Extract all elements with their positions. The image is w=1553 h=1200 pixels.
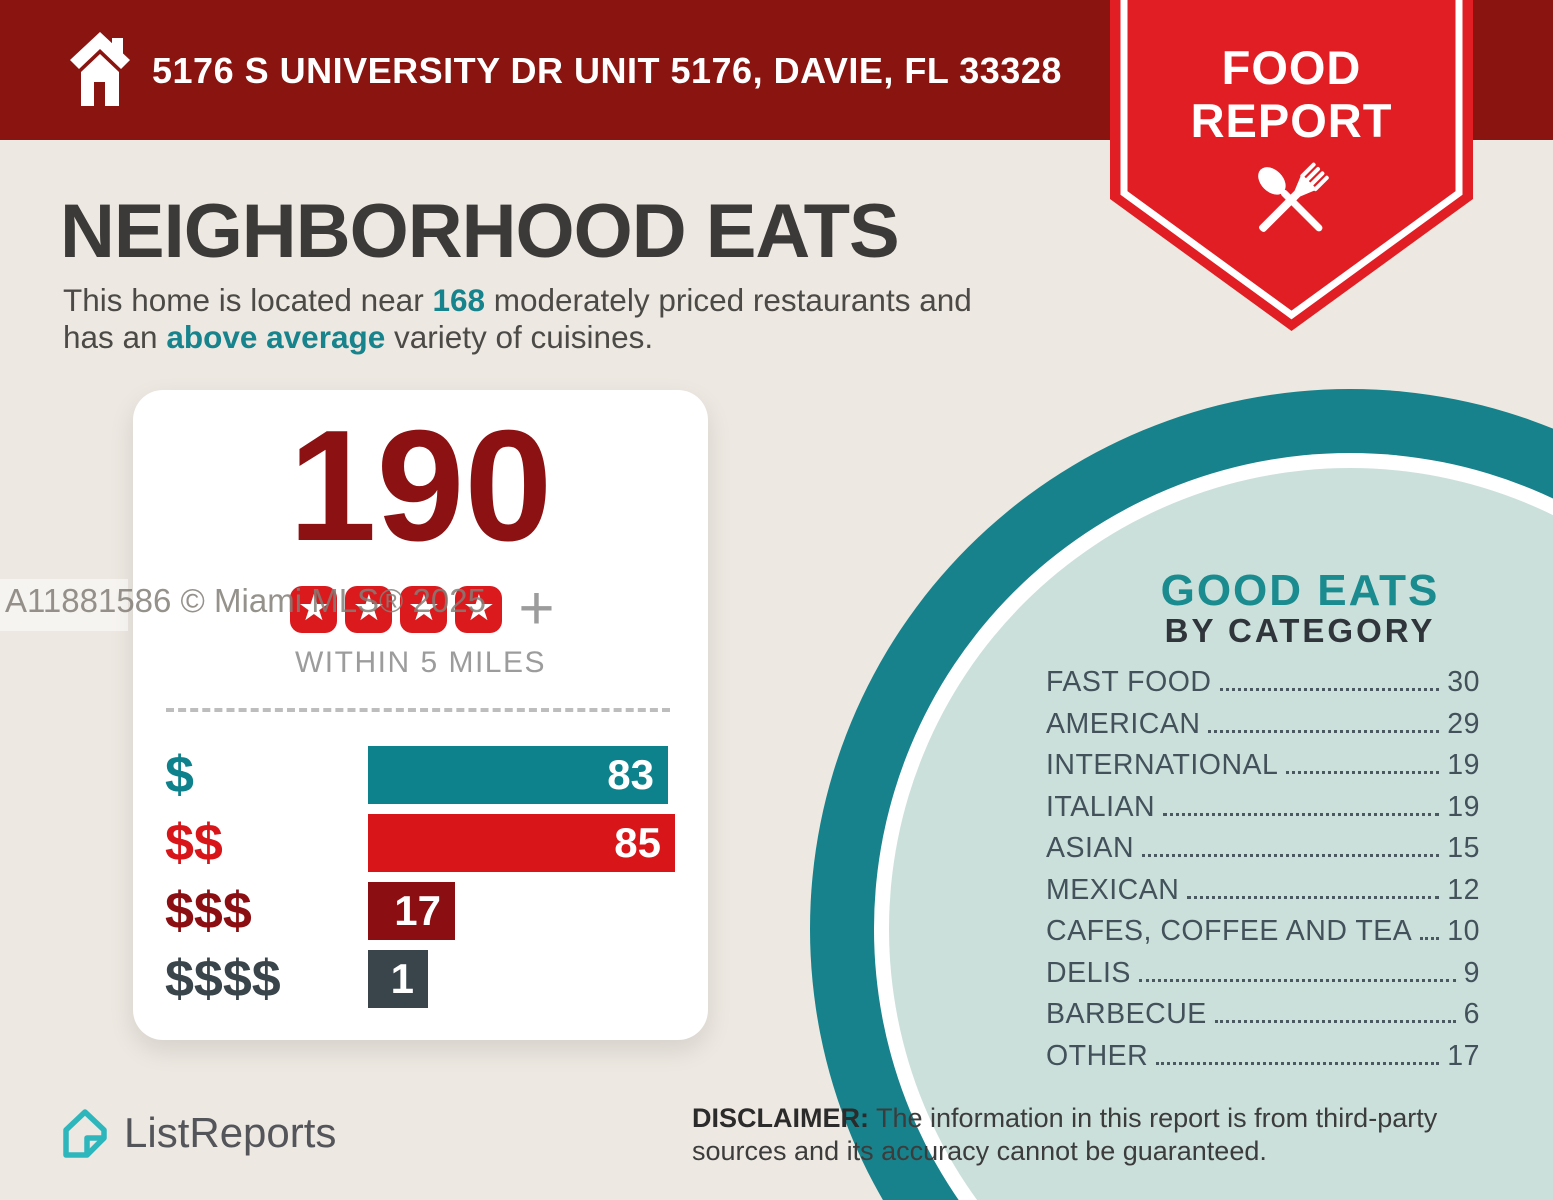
good-eats-subtitle: BY CATEGORY bbox=[1164, 612, 1436, 649]
bar: 85 bbox=[368, 814, 675, 872]
watermark-backdrop bbox=[0, 579, 128, 631]
bar: 1 bbox=[368, 950, 428, 1008]
dotted-leader bbox=[1142, 854, 1440, 857]
dotted-leader bbox=[1156, 1061, 1440, 1065]
dotted-leader bbox=[1138, 978, 1456, 982]
bar-row-four-dollar: $$$$ 1 bbox=[133, 950, 708, 1008]
star-icon: ★ bbox=[290, 585, 338, 633]
dotted-leader bbox=[1420, 937, 1440, 940]
home-icon bbox=[70, 32, 130, 106]
price-label: $$$$ bbox=[165, 950, 281, 1008]
ribbon-shape bbox=[1110, 0, 1473, 331]
list-item: FAST FOOD 30 bbox=[1046, 666, 1480, 698]
bar: 17 bbox=[368, 882, 455, 940]
ribbon-title-line2: REPORT bbox=[1190, 94, 1393, 147]
property-address: 5176 S UNIVERSITY DR UNIT 5176, DAVIE, F… bbox=[152, 50, 1062, 91]
disclaimer-label: DISCLAIMER: bbox=[692, 1103, 869, 1133]
bar-row-two-dollar: $$ 85 bbox=[133, 814, 708, 872]
good-eats-title: GOOD EATS bbox=[1160, 566, 1440, 615]
star-icon: ★ bbox=[400, 585, 448, 633]
restaurant-count: 168 bbox=[432, 282, 485, 318]
mls-watermark: A11881586 © Miami MLS® 2025 bbox=[5, 582, 486, 619]
list-item: CAFES, COFFEE AND TEA 10 bbox=[1046, 915, 1480, 947]
dotted-leader bbox=[1286, 771, 1440, 774]
dotted-leader bbox=[1187, 895, 1440, 899]
intro-highlight: above average bbox=[166, 319, 386, 355]
bar: 83 bbox=[368, 746, 668, 804]
summary-card: 190 ★ ★ ★ ★ + WITHIN 5 MILES $ 83 $$ 85 … bbox=[133, 390, 708, 1040]
plus-icon: + bbox=[518, 574, 555, 643]
spoon-fork-icon bbox=[1258, 162, 1329, 233]
star-icon: ★ bbox=[455, 585, 503, 633]
dotted-leader bbox=[1208, 729, 1440, 733]
radius-caption: WITHIN 5 MILES bbox=[294, 646, 547, 679]
list-item: INTERNATIONAL 19 bbox=[1046, 749, 1480, 781]
listreports-wordmark: ListReports bbox=[124, 1109, 337, 1156]
disclaimer-text: DISCLAIMER: The information in this repo… bbox=[692, 1103, 1438, 1166]
dotted-leader bbox=[1219, 688, 1440, 691]
rating-stars: ★ ★ ★ ★ + bbox=[133, 578, 708, 640]
price-level-bar-chart: $ 83 $$ 85 $$$ 17 $$$$ 1 bbox=[133, 746, 708, 1018]
list-item: BARBECUE 6 bbox=[1046, 998, 1480, 1030]
star-icon: ★ bbox=[345, 585, 393, 633]
price-label: $$$ bbox=[165, 882, 252, 940]
intro-seg4: variety of cuisines. bbox=[385, 319, 654, 355]
total-restaurants: 190 bbox=[288, 398, 553, 574]
intro-seg1: This home is located near bbox=[63, 282, 433, 318]
bar-row-one-dollar: $ 83 bbox=[133, 746, 708, 804]
list-item: AMERICAN 29 bbox=[1046, 707, 1480, 740]
list-item: OTHER 17 bbox=[1046, 1039, 1480, 1072]
listreports-logo: ListReports bbox=[58, 1106, 336, 1160]
intro-seg3: has an bbox=[63, 319, 167, 355]
page-title: NEIGHBORHOOD EATS bbox=[60, 189, 900, 274]
list-item: ASIAN 15 bbox=[1046, 832, 1480, 864]
intro-paragraph: This home is located near 168 moderately… bbox=[63, 282, 972, 356]
list-item: DELIS 9 bbox=[1046, 956, 1480, 989]
dotted-leader bbox=[1163, 812, 1440, 816]
bar-row-three-dollar: $$$ 17 bbox=[133, 882, 708, 940]
price-label: $ bbox=[165, 746, 194, 804]
ribbon-title-line1: FOOD bbox=[1221, 41, 1362, 94]
price-label: $$ bbox=[165, 814, 223, 872]
listreports-house-icon bbox=[63, 1109, 107, 1158]
dashed-divider bbox=[166, 708, 670, 712]
dotted-leader bbox=[1214, 1020, 1456, 1023]
list-item: MEXICAN 12 bbox=[1046, 873, 1480, 906]
good-eats-category-list: FAST FOOD 30 AMERICAN 29 INTERNATIONAL 19 I… bbox=[1046, 666, 1480, 1081]
list-item: ITALIAN 19 bbox=[1046, 790, 1480, 823]
food-report-ribbon: FOOD REPORT bbox=[1110, 0, 1473, 332]
intro-seg2: moderately priced restaurants and bbox=[485, 282, 972, 318]
